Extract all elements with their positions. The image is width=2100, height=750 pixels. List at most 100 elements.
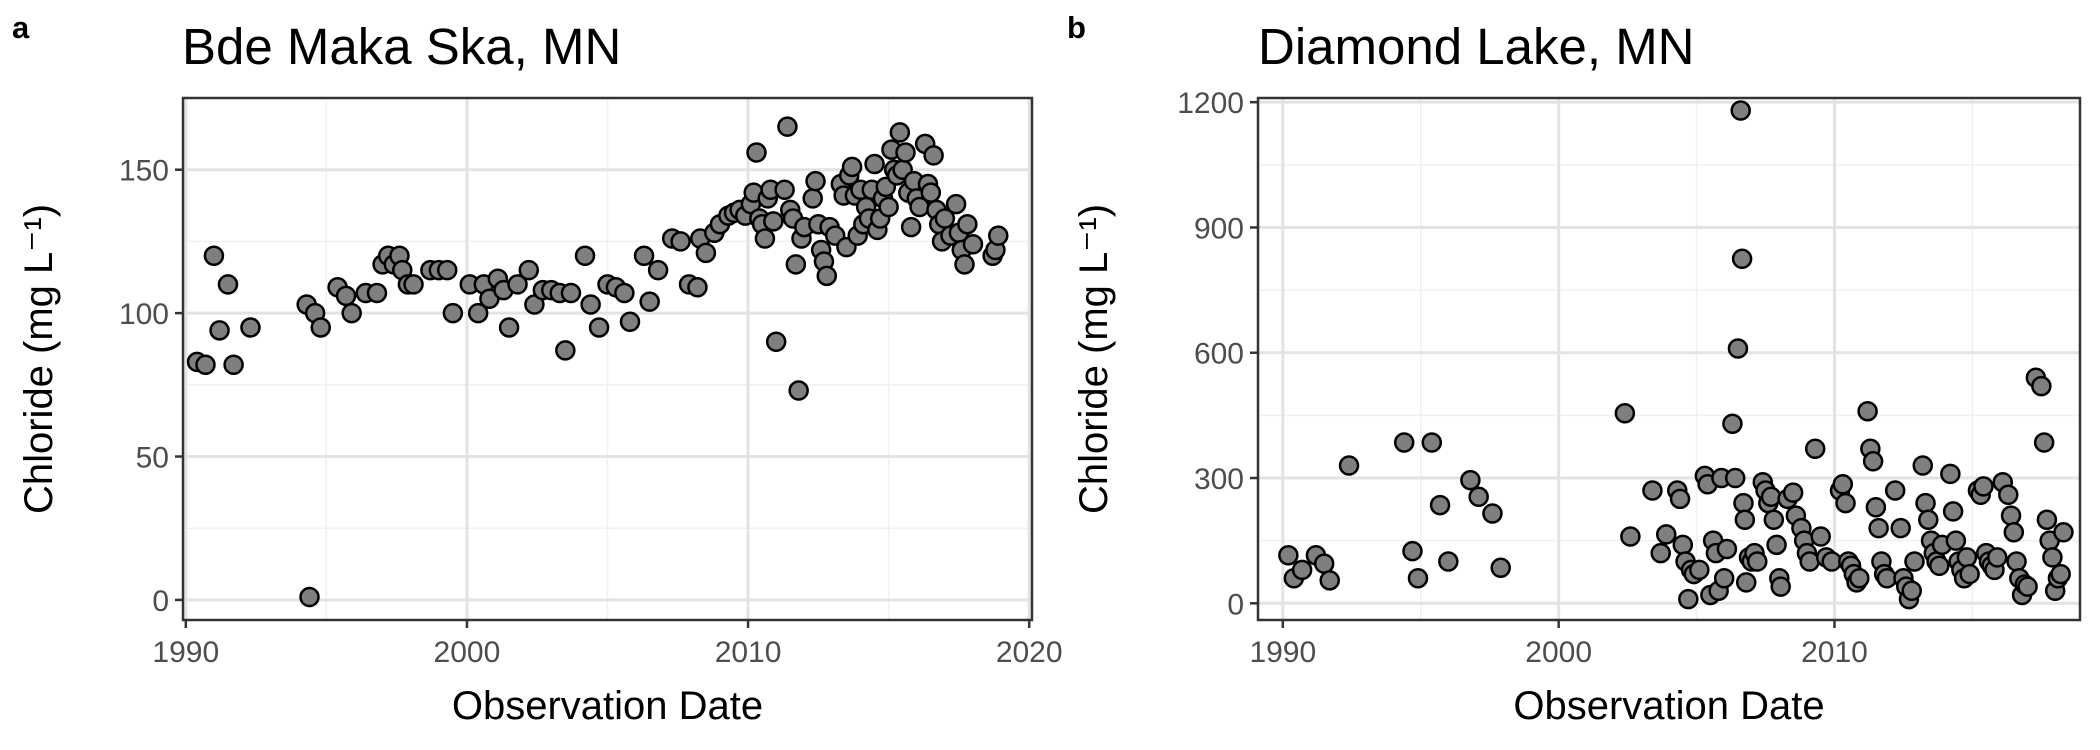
panel-b-x-axis-title: Observation Date	[1513, 684, 1824, 728]
panel-b-data-point	[1904, 551, 1925, 572]
panel-a-plot-border	[181, 96, 1034, 622]
panel-b-data-point	[1672, 534, 1694, 556]
panel-b-x-tick-label: 1990	[1249, 636, 1316, 669]
panel-a-x-tick-label: 2020	[996, 636, 1063, 669]
panel-b-data-point	[1620, 526, 1641, 547]
panel-b-data-point	[1763, 509, 1785, 531]
panel-b-data-point	[1865, 496, 1887, 518]
panel-b-data-point	[1986, 547, 2008, 568]
panel-b-data-point	[1912, 455, 1934, 476]
panel-b-data-point	[2003, 522, 2025, 543]
panel-b-data-point	[1313, 553, 1335, 574]
panel-a-data-point	[746, 142, 767, 163]
panel-b-data-point	[1782, 482, 1804, 503]
panel-a-data-point	[217, 274, 239, 295]
panel-b-x-tick-label: 2000	[1525, 636, 1592, 669]
panel-a-data-point	[580, 294, 601, 315]
panel-b-data-point	[1890, 517, 1911, 539]
panel-a-data-point	[498, 317, 520, 338]
panel-b-data-point	[1804, 438, 1826, 460]
panel-a-x-tick-label: 1990	[152, 636, 219, 669]
panel-a-data-point	[442, 302, 464, 324]
panel-b-data-point	[1402, 540, 1423, 562]
panel-a-data-point	[895, 142, 916, 163]
panel-a-x-axis-title: Observation Date	[452, 684, 763, 728]
panel-a-data-point	[209, 320, 230, 341]
panel-b-y-axis-title: Chloride (mg L⁻¹)	[1072, 204, 1116, 514]
panel-a-data-point	[633, 245, 655, 266]
panel-a-y-axis-title: Chloride (mg L⁻¹)	[17, 204, 61, 514]
panel-b-data-point	[1716, 538, 1738, 560]
panel-b-data-point	[1393, 432, 1415, 453]
panel-b-data-point	[1747, 551, 1768, 572]
panel-a-data-point	[785, 254, 807, 275]
panel-a-data-point	[467, 302, 489, 324]
panel-b-data-point	[1959, 563, 1980, 585]
panel-a-y-tick-label: 0	[152, 585, 169, 618]
panel-a-data-point	[341, 302, 362, 324]
panel-b-data-point	[1868, 517, 1889, 539]
panel-a-data-point	[240, 317, 261, 338]
panel-a-y-tick-label: 100	[119, 298, 169, 331]
panel-b-data-point	[1421, 432, 1443, 453]
panel-b-title: Diamond Lake, MN	[1258, 18, 1695, 75]
panel-a-data-point	[945, 193, 967, 215]
panel-b-data-point	[1832, 474, 1854, 495]
panel-a-data-point	[765, 331, 787, 353]
panel-b-data-point	[1722, 413, 1743, 434]
panel-b-data-point	[2000, 505, 2022, 526]
panel-b-plot-border	[1256, 96, 2082, 622]
panel-a-data-point	[507, 274, 528, 295]
panel-b-data-point	[1942, 501, 1964, 522]
panel-a-data-point	[900, 216, 922, 238]
panel-b-data-point	[2017, 576, 2038, 597]
panel-b-data-point	[1429, 494, 1451, 516]
panel-b-data-point	[1490, 557, 1511, 579]
panel-b-data-point	[1724, 467, 1746, 489]
panel-a-data-point	[223, 354, 244, 375]
panel-b-data-point	[1835, 492, 1856, 514]
panel-a-data-point	[954, 254, 975, 275]
panel-b-data-point	[1650, 542, 1671, 564]
panel-a-data-point	[923, 145, 944, 166]
panel-b-data-point	[1734, 509, 1756, 531]
panel-b-data-point	[1669, 488, 1691, 510]
panel-b-data-point	[1770, 576, 1791, 597]
panel-b-data-point	[1862, 451, 1884, 472]
panel-b-data-point	[1438, 551, 1459, 572]
panel-a-data-point	[560, 282, 582, 304]
panel-b-data-point	[1876, 567, 1898, 589]
panel-a-data-point	[619, 311, 641, 332]
panel-a-data-point	[988, 225, 1009, 246]
panel-b-data-point	[1655, 524, 1677, 545]
panel-b-data-point	[1678, 588, 1699, 610]
panel-b-tag: b	[1067, 10, 1086, 45]
panel-a-x-tick-label: 2000	[434, 636, 501, 669]
panel-a-data-point	[687, 277, 708, 298]
panel-a-y-tick-label: 150	[119, 155, 169, 188]
panel-a-data-point	[335, 285, 357, 307]
panel-a-data-point	[588, 317, 610, 338]
panel-b-data-point	[1407, 567, 1429, 589]
panel-b-data-point	[1799, 551, 1820, 572]
panel-a-data-point	[864, 153, 885, 175]
panel-a-data-point	[299, 586, 320, 608]
panel-b-data-point	[1319, 570, 1340, 591]
panel-b-data-point	[1730, 100, 1751, 121]
panel-b-data-point	[1945, 530, 1967, 551]
panel-b-data-point	[2053, 522, 2074, 543]
panel-a-data-point	[555, 340, 576, 361]
panel-b-data-point	[1918, 509, 1939, 531]
panel-b-y-tick-label: 1200	[1177, 87, 1244, 120]
panel-b-data-point	[1810, 526, 1831, 547]
panel-a-data-point	[763, 211, 784, 232]
panel-a-data-point	[788, 380, 809, 401]
panel-a-data-point	[962, 234, 984, 255]
panel-a-data-point	[816, 265, 838, 287]
panel-b-data-point	[2006, 551, 2027, 572]
panel-b-data-point	[2050, 563, 2071, 585]
panel-b-data-point	[1733, 492, 1754, 514]
panel-a-title: Bde Maka Ska, MN	[182, 18, 622, 75]
panel-a-data-point	[754, 228, 776, 249]
